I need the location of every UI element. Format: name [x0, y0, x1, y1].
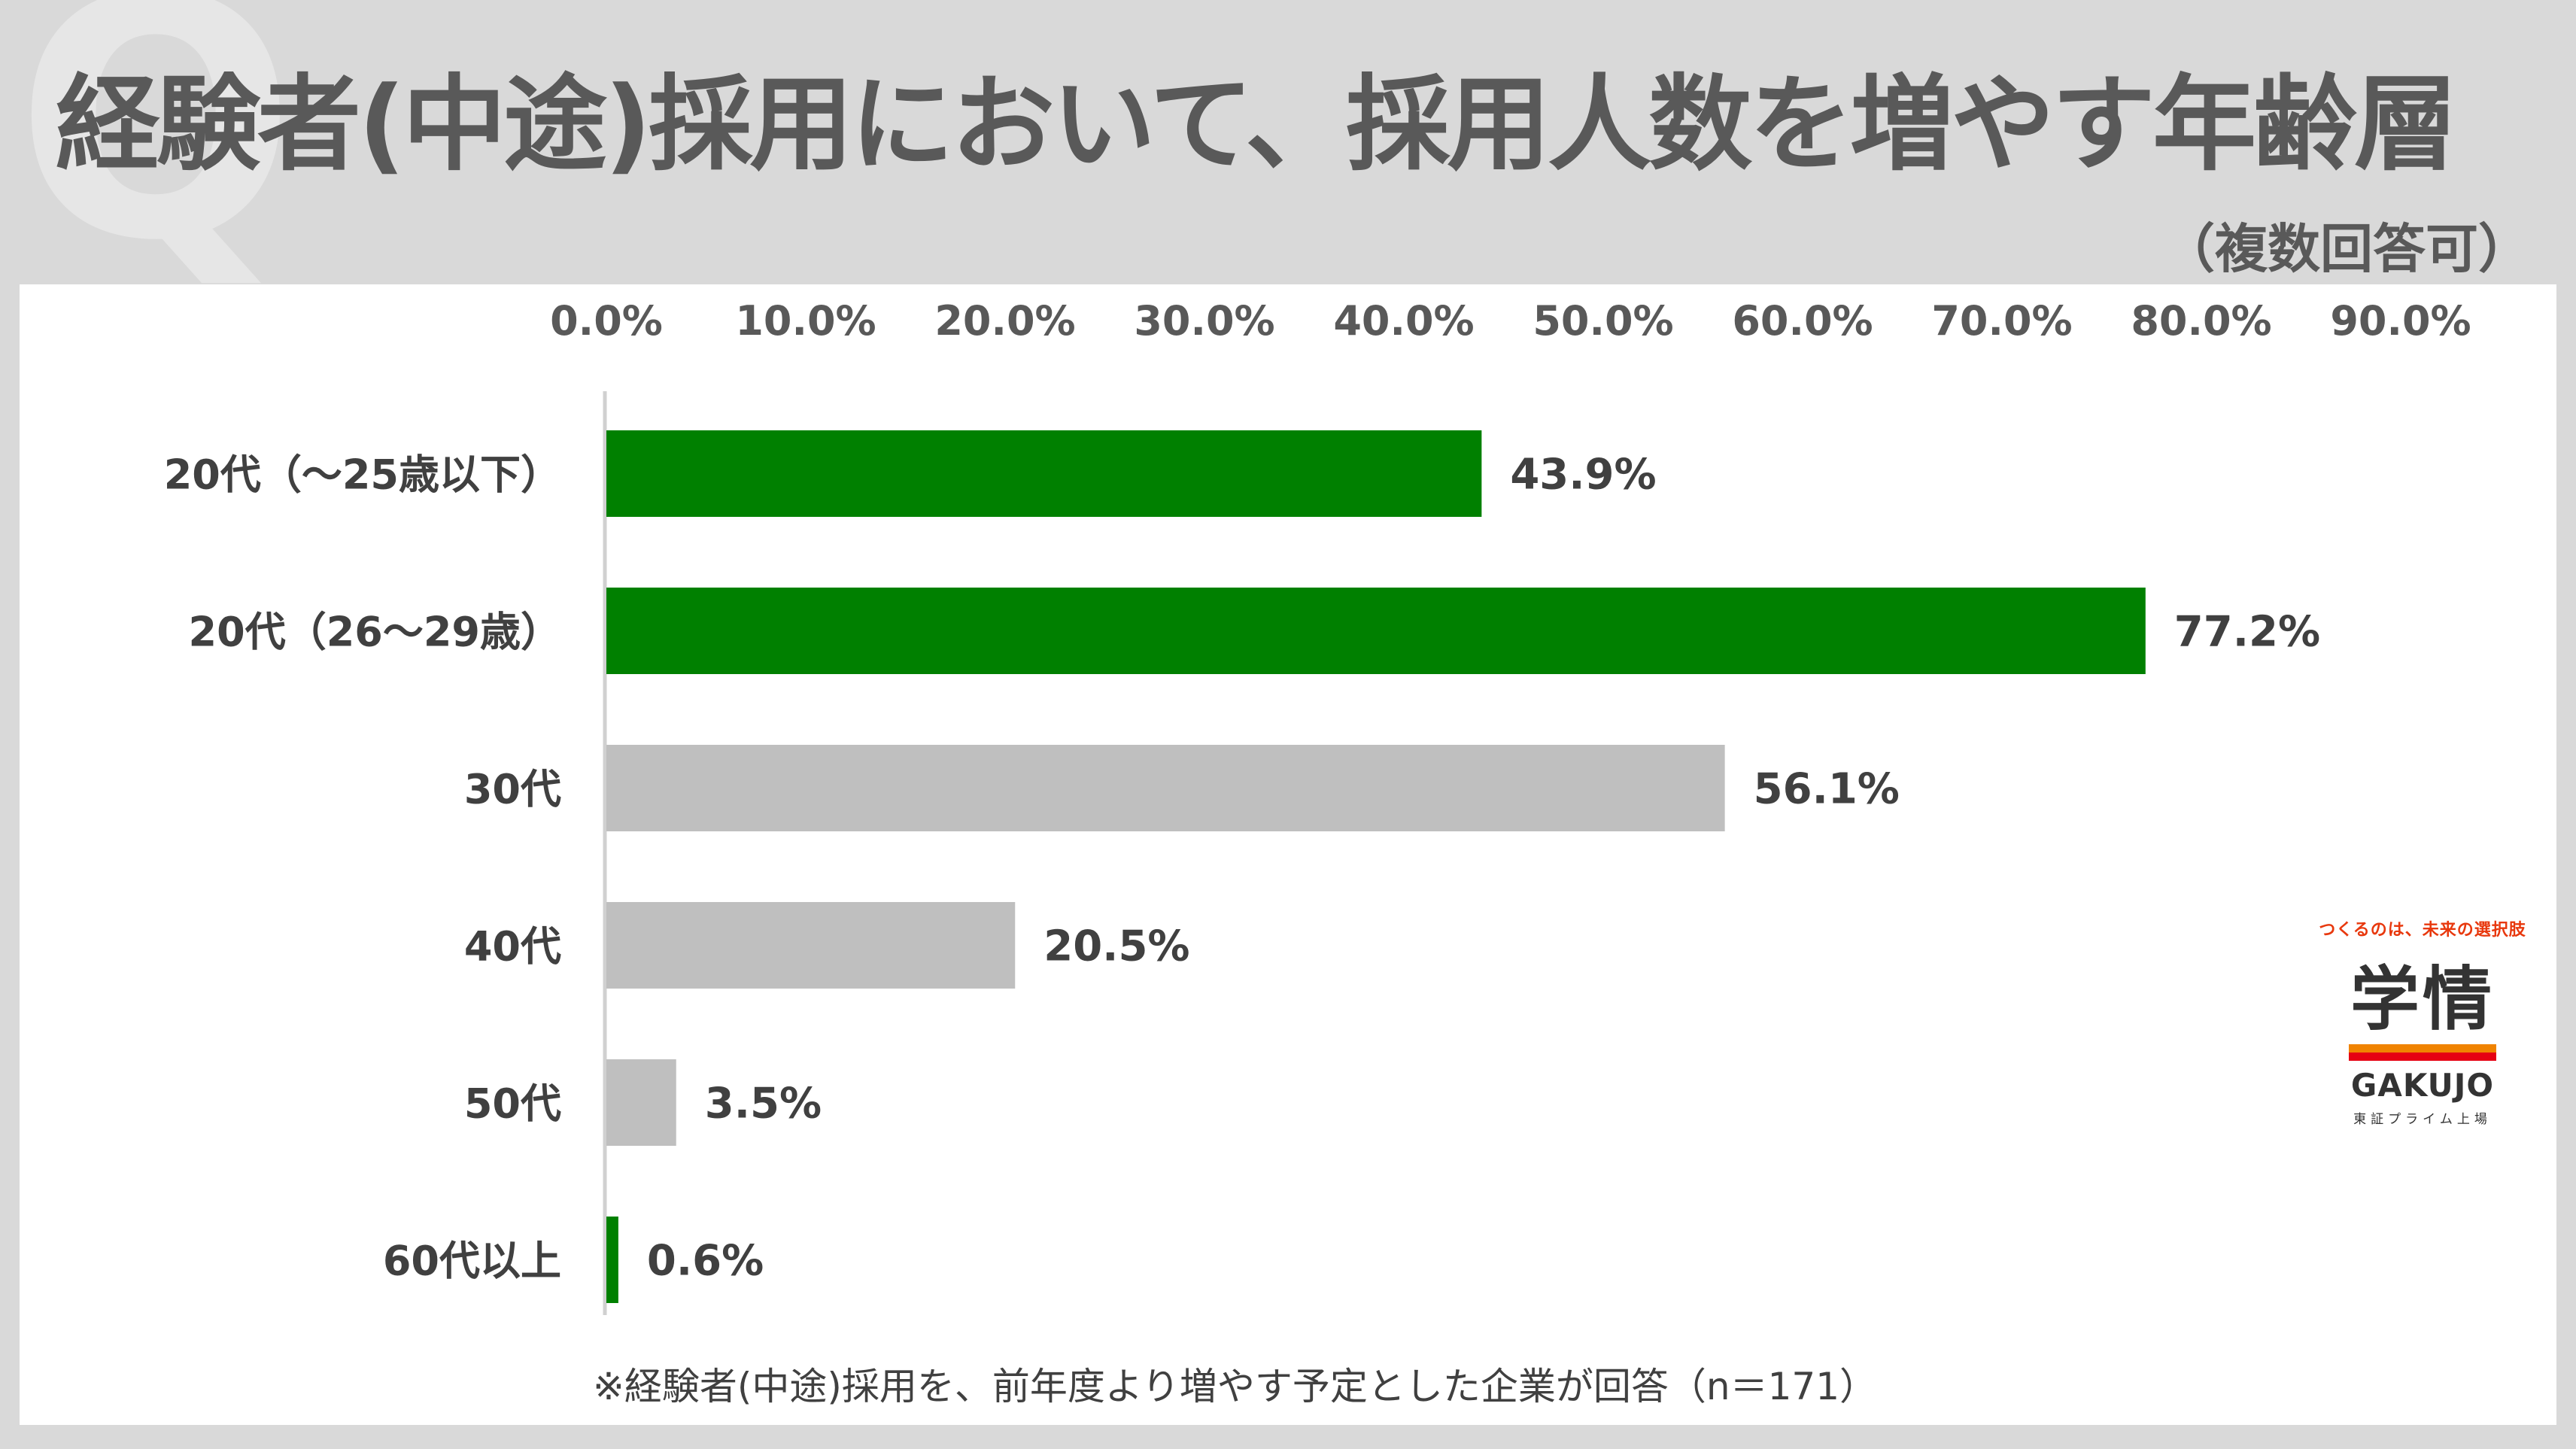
x-tick-label: 30.0% [1134, 297, 1274, 345]
chart-panel: 0.0% 10.0% 20.0% 30.0% 40.0% 50.0% 60.0% 70.0% 8… [20, 284, 2556, 1425]
x-tick-label: 60.0% [1732, 297, 1873, 345]
x-tick-label: 70.0% [1931, 297, 2072, 345]
x-tick-label: 90.0% [2330, 297, 2471, 345]
logo-name-en: GAKUJO [2350, 1066, 2495, 1104]
page-subtitle: （複数回答可） [2162, 218, 2531, 280]
page-title: 経験者(中途)採用において、採用人数を増やす年齢層 [56, 64, 2458, 185]
bar [606, 1059, 676, 1146]
data-label: 20.5% [1043, 922, 1189, 971]
category-label: 40代 [464, 923, 561, 971]
category-label: 20代（～25歳以下） [164, 451, 561, 499]
logo-name-jp: 学情 [2350, 959, 2495, 1040]
logo-tagline: つくるのは、未来の選択肢 [2319, 921, 2526, 940]
bar [606, 745, 1725, 831]
q-decoration: Q [15, 0, 297, 313]
category-label: 30代 [464, 766, 561, 813]
category-label: 50代 [464, 1080, 561, 1128]
x-tick-label: 20.0% [934, 297, 1075, 345]
logo-sub: 東証プライム上場 [2353, 1111, 2492, 1127]
data-label: 56.1% [1754, 765, 1900, 814]
x-tick-label: 40.0% [1333, 297, 1474, 345]
logo-color-bar [2349, 1043, 2496, 1061]
data-label: 0.6% [647, 1237, 764, 1286]
data-label: 3.5% [705, 1080, 822, 1129]
bar [606, 902, 1016, 989]
category-label: 20代（26～29歳） [189, 609, 561, 656]
x-tick-label: 0.0% [550, 297, 663, 345]
bar [606, 430, 1482, 517]
x-tick-label: 10.0% [735, 297, 876, 345]
bar-chart: 0.0% 10.0% 20.0% 30.0% 40.0% 50.0% 60.0% 70.0% 8… [164, 297, 2471, 1315]
data-label: 43.9% [1510, 451, 1656, 500]
data-label: 77.2% [2174, 608, 2320, 657]
bar [606, 588, 2146, 674]
gakujo-logo: つくるのは、未来の選択肢 学情 GAKUJO 東証プライム上場 [2310, 916, 2535, 1127]
x-tick-label: 80.0% [2131, 297, 2271, 345]
bar [606, 1217, 618, 1303]
x-tick-label: 50.0% [1533, 297, 1673, 345]
footnote: ※経験者(中途)採用を、前年度より増やす予定とした企業が回答（n＝171） [593, 1365, 1878, 1408]
category-label: 60代以上 [383, 1238, 561, 1285]
